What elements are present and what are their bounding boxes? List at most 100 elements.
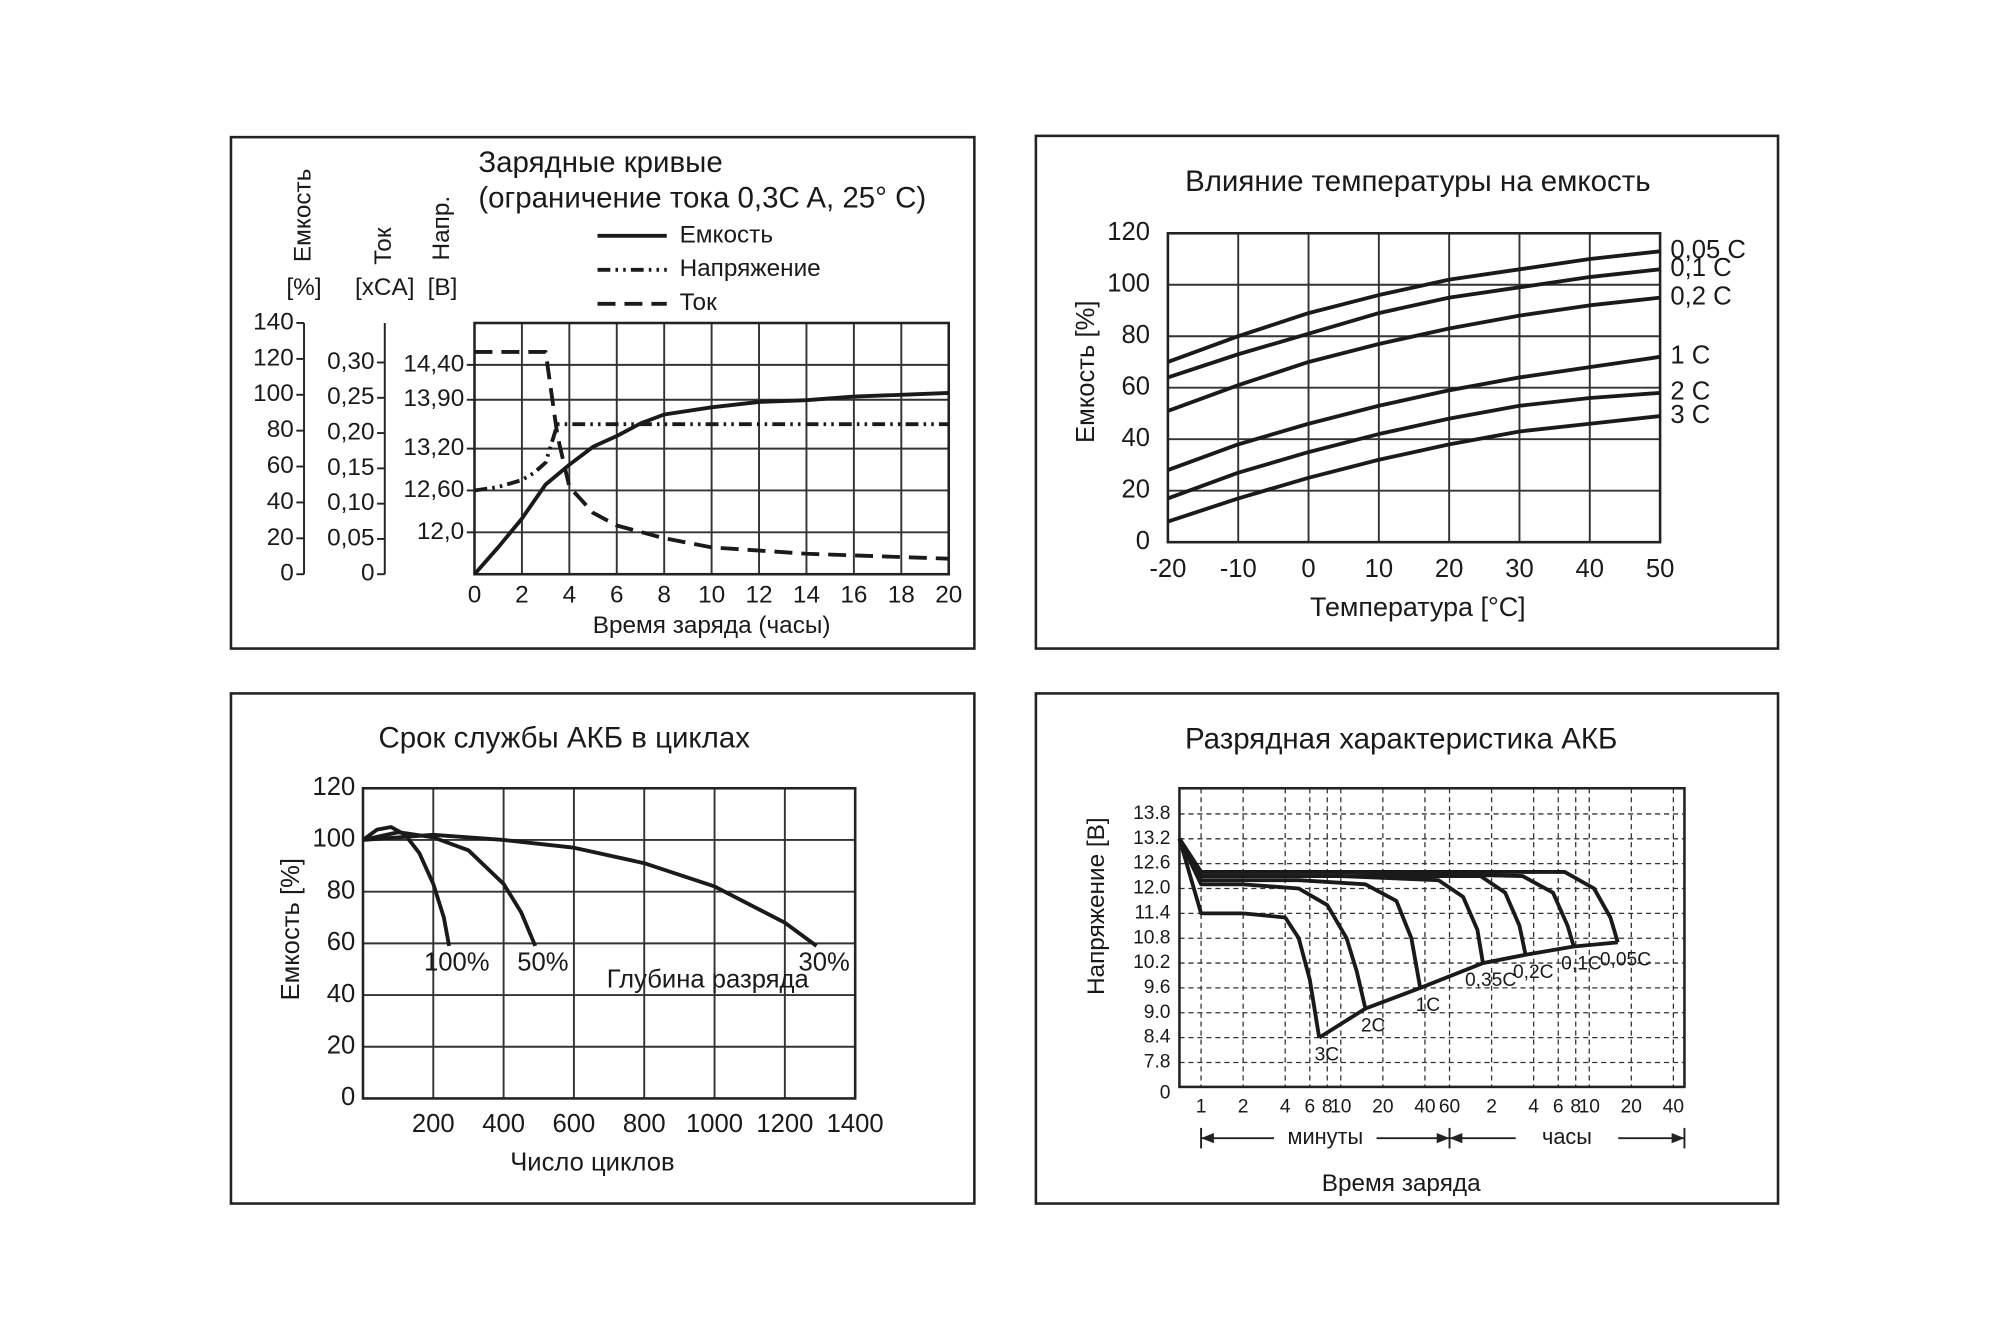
- x-tick-label: 60: [1439, 1096, 1460, 1117]
- series-line: [1177, 838, 1322, 1038]
- x-tick-label: 600: [553, 1110, 596, 1138]
- x-tick-label: 1400: [827, 1110, 884, 1138]
- x-tick-label: 1200: [756, 1110, 813, 1138]
- group-label-bg: [1274, 1125, 1377, 1151]
- x-axis-label: Время заряда: [1322, 1170, 1481, 1197]
- y-tick-label: 0,20: [327, 419, 374, 446]
- x-tick-label: 8: [657, 581, 671, 608]
- y-tick-label: 13,20: [403, 434, 464, 461]
- y-tick-label: 100: [313, 825, 356, 853]
- x-tick-label: 0: [468, 581, 482, 608]
- x-tick-label: 200: [412, 1110, 455, 1138]
- y-tick-label: 60: [267, 452, 294, 479]
- series-label: 0,1C: [1561, 954, 1602, 975]
- series-label: 1C: [1416, 995, 1441, 1016]
- y-axis-label: Ток: [370, 227, 397, 265]
- x-tick-label: 40: [1414, 1096, 1435, 1117]
- legend-label: Напряжение: [680, 255, 821, 282]
- x-tick-label: 8: [1570, 1096, 1581, 1117]
- x-tick-label: 50: [1646, 555, 1675, 583]
- y-tick-label: 0: [1136, 527, 1150, 555]
- x-tick-label: 20: [1621, 1096, 1642, 1117]
- series-line: [361, 825, 452, 947]
- chart-title: Разрядная характеристика АКБ: [1185, 723, 1617, 756]
- series-label: 0,35C: [1465, 970, 1516, 991]
- y-tick-label: 0: [361, 560, 375, 587]
- x-tick-label: 10: [1330, 1096, 1351, 1117]
- x-tick-label: 20: [1435, 555, 1464, 583]
- y-tick-label: 40: [1121, 424, 1150, 452]
- group-label-bg: [1515, 1125, 1619, 1151]
- series-label: 3 C: [1670, 401, 1710, 429]
- x-tick-label: 4: [1528, 1096, 1539, 1117]
- y-tick-label: 10.8: [1133, 927, 1170, 948]
- series-label: 0,2 C: [1670, 282, 1731, 310]
- x-tick-label: 1000: [686, 1110, 743, 1138]
- series-label: 100%: [424, 949, 490, 977]
- y-tick-label: 9.0: [1144, 1002, 1171, 1023]
- y-tick-label: 60: [327, 928, 356, 956]
- x-axis-label: Время заряда (часы): [593, 612, 831, 639]
- x-axis-label: Температура [°C]: [1310, 592, 1526, 622]
- y-tick-label: 7.8: [1144, 1052, 1171, 1073]
- x-tick-label: 4: [1280, 1096, 1291, 1117]
- series-line: [1177, 837, 1576, 948]
- legend-label: Ток: [680, 289, 718, 316]
- x-tick-label: 20: [1372, 1096, 1393, 1117]
- y-axis-label: Емкость [%]: [1072, 300, 1100, 443]
- y-axis-label: Емкость: [289, 169, 316, 262]
- series-line: [1167, 414, 1661, 524]
- plot-border: [361, 786, 857, 1100]
- plot-border: [1178, 786, 1686, 1089]
- x-tick-label: 40: [1663, 1096, 1684, 1117]
- x-tick-label: 1: [1196, 1096, 1207, 1117]
- x-tick-label: 400: [482, 1110, 525, 1138]
- x-tick-label: 30: [1505, 555, 1534, 583]
- series-line: [362, 830, 538, 947]
- y-tick-label: 80: [327, 876, 356, 904]
- x-tick-label: 0: [1301, 555, 1315, 583]
- plot-border: [1166, 231, 1662, 544]
- y-tick-label: 20: [327, 1032, 356, 1060]
- x-tick-label: 4: [563, 581, 577, 608]
- y-tick-label: 40: [327, 980, 356, 1008]
- y-axis-unit: [xCA]: [355, 274, 415, 301]
- series-line: [1177, 837, 1620, 943]
- y-tick-label: 12.0: [1133, 878, 1170, 899]
- panel: [229, 135, 976, 650]
- series-label: 0,05C: [1600, 949, 1651, 970]
- x-tick-label: 10: [698, 581, 725, 608]
- x-tick-label: 800: [623, 1110, 666, 1138]
- series-label: 0,05 C: [1670, 236, 1746, 264]
- x-tick-label: 16: [840, 581, 867, 608]
- panel: [1034, 692, 1780, 1205]
- y-origin-label: 0: [1160, 1082, 1171, 1103]
- y-tick-label: 13.2: [1133, 828, 1170, 849]
- chart-subtitle: (ограничение тока 0,3C A, 25° C): [478, 182, 926, 215]
- series-label: 0,2C: [1513, 962, 1554, 983]
- x-tick-label: 2: [1486, 1096, 1497, 1117]
- y-tick-label: 0,15: [327, 454, 374, 481]
- y-tick-label: 0,05: [327, 524, 374, 551]
- y-tick-label: 0,30: [327, 348, 374, 375]
- y-tick-label: 14,40: [403, 350, 464, 377]
- annotation: Глубина разряда: [607, 965, 810, 993]
- y-tick-label: 13.8: [1133, 803, 1170, 824]
- y-tick-label: 120: [1107, 218, 1150, 246]
- y-tick-label: 12.6: [1133, 853, 1170, 874]
- chart-title: Зарядные кривые: [478, 146, 722, 179]
- y-tick-label: 100: [1107, 270, 1150, 298]
- series-line: [1177, 837, 1368, 1010]
- y-tick-label: 0,10: [327, 489, 374, 516]
- x-tick-label: 8: [1322, 1096, 1333, 1117]
- x-tick-label: -10: [1220, 555, 1257, 583]
- y-tick-label: 140: [253, 308, 294, 335]
- series-label: 0,1 C: [1670, 254, 1731, 282]
- y-axis-label: Емкость [%]: [277, 858, 305, 1001]
- y-axis-label: Напр.: [428, 196, 455, 261]
- series-line: [1177, 837, 1485, 964]
- x-tick-label: 2: [515, 581, 529, 608]
- series-line: [1167, 249, 1661, 364]
- y-tick-label: 9.6: [1144, 977, 1171, 998]
